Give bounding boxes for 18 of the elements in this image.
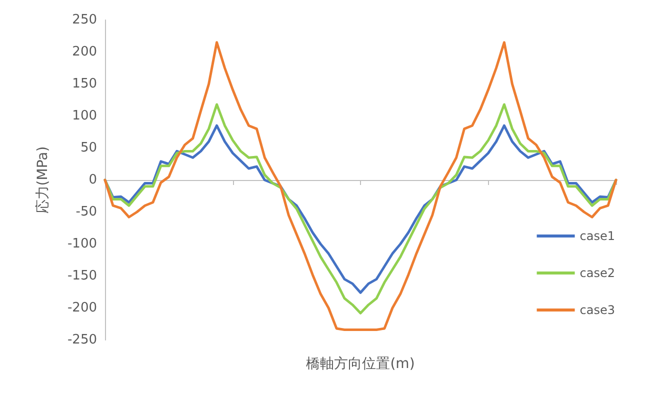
line-series bbox=[104, 103, 618, 314]
y-tick-label: 100 bbox=[72, 108, 97, 124]
y-tick-label: 50 bbox=[80, 140, 97, 156]
y-tick-label: -200 bbox=[67, 300, 97, 316]
y-tick-label: -150 bbox=[67, 268, 97, 284]
y-axis-title: 応力(MPa) bbox=[35, 146, 51, 214]
y-tick-label: 150 bbox=[72, 76, 97, 92]
legend-label: case2 bbox=[580, 266, 616, 280]
y-tick-label: 200 bbox=[72, 44, 97, 60]
y-tick-label: -250 bbox=[67, 332, 97, 348]
y-tick-label: -50 bbox=[76, 204, 97, 220]
x-axis-title: 橋軸方向位置(m) bbox=[306, 356, 415, 372]
line-series bbox=[104, 41, 618, 332]
legend-label: case1 bbox=[580, 229, 616, 243]
y-tick-label: 250 bbox=[72, 12, 97, 28]
legend-label: case3 bbox=[580, 303, 616, 317]
y-tick-label: -100 bbox=[67, 236, 97, 252]
y-tick-label: 0 bbox=[88, 172, 97, 188]
